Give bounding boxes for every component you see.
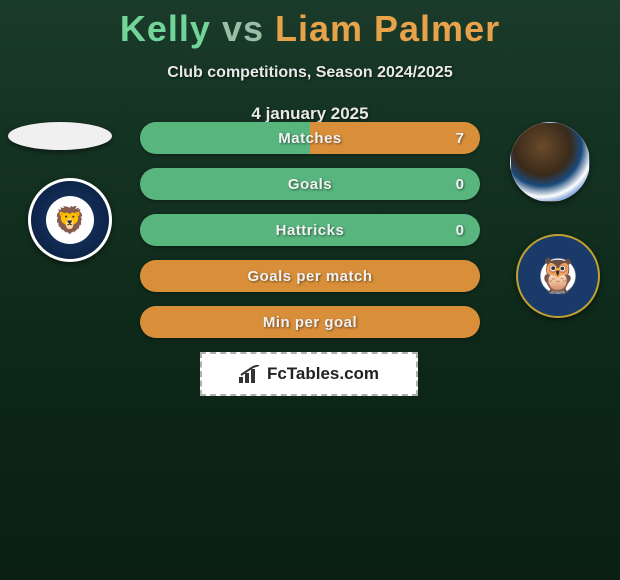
- club-badge-left: 🦁: [28, 178, 112, 262]
- stats-container: Matches 7 Goals 0 Hattricks 0 Goals per …: [140, 122, 480, 352]
- stat-label: Goals: [288, 176, 332, 193]
- comparison-title: Kelly vs Liam Palmer: [0, 0, 620, 50]
- stat-label: Goals per match: [247, 268, 372, 285]
- player2-avatar: [510, 122, 590, 202]
- brand-text: FcTables.com: [267, 364, 379, 384]
- stat-value: 7: [456, 130, 464, 147]
- stat-row-matches: Matches 7: [140, 122, 480, 154]
- vs-text: vs: [222, 8, 264, 49]
- owl-icon: 🦉: [537, 256, 579, 296]
- player2-name: Liam Palmer: [275, 8, 500, 49]
- chart-icon: [239, 365, 261, 383]
- stat-row-goals: Goals 0: [140, 168, 480, 200]
- stat-label: Hattricks: [276, 222, 345, 239]
- date-text: 4 january 2025: [0, 104, 620, 124]
- stat-label: Matches: [278, 130, 342, 147]
- stat-row-gpm: Goals per match: [140, 260, 480, 292]
- stat-row-mpg: Min per goal: [140, 306, 480, 338]
- stat-value: 0: [456, 222, 464, 239]
- subtitle: Club competitions, Season 2024/2025: [0, 64, 620, 82]
- brand-box: FcTables.com: [200, 352, 418, 396]
- lion-icon: 🦁: [54, 205, 86, 236]
- stat-row-hattricks: Hattricks 0: [140, 214, 480, 246]
- stat-value: 0: [456, 176, 464, 193]
- club-badge-right: 🦉: [516, 234, 600, 318]
- stat-label: Min per goal: [263, 314, 357, 331]
- player1-name: Kelly: [120, 8, 211, 49]
- player1-avatar: [8, 122, 112, 150]
